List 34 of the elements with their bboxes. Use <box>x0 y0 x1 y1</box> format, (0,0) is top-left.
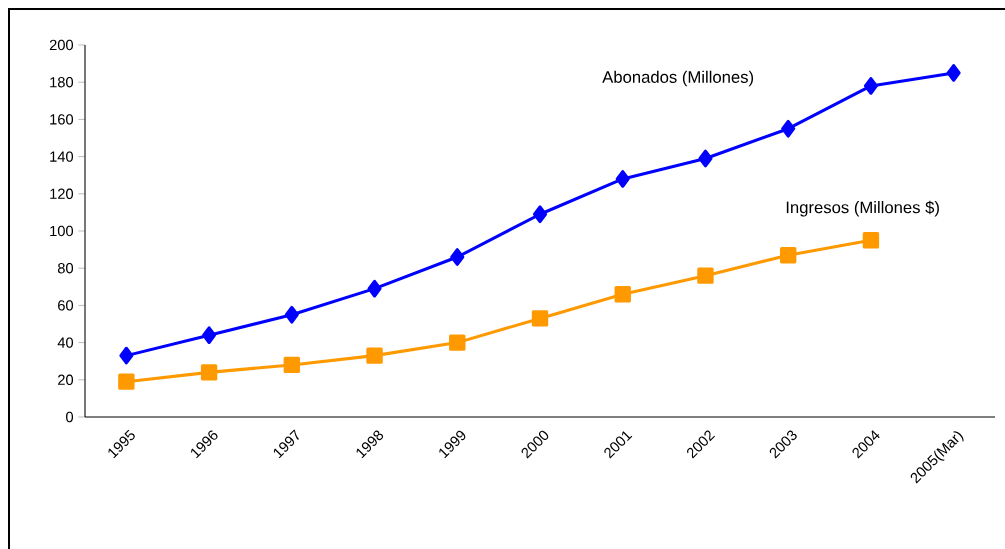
y-tick-label: 0 <box>66 411 74 423</box>
y-tick-label: 60 <box>58 300 74 311</box>
point <box>531 310 549 327</box>
point <box>118 373 135 390</box>
point <box>200 364 218 381</box>
point <box>779 246 797 264</box>
y-tick-label: 120 <box>50 188 74 199</box>
point <box>862 232 880 249</box>
point <box>698 149 713 168</box>
y-tick-label: 20 <box>58 374 74 385</box>
point <box>449 334 466 351</box>
y-tick-label: 140 <box>50 151 74 162</box>
y-tick-label: 100 <box>50 225 74 237</box>
point <box>367 279 382 298</box>
point <box>615 170 630 188</box>
point <box>450 248 465 266</box>
point <box>614 286 631 303</box>
point <box>697 267 714 284</box>
point <box>946 64 961 82</box>
y-tick-label: 200 <box>49 39 74 51</box>
point <box>863 77 878 95</box>
point <box>532 205 548 224</box>
text: Abonados (Millones) <box>602 70 754 87</box>
series-label: Ingresos (Millones $) <box>786 200 939 217</box>
point <box>119 346 134 365</box>
point <box>366 347 383 364</box>
point <box>202 326 217 345</box>
y-tick-label: 40 <box>57 337 74 348</box>
y-tick-label: 80 <box>57 263 74 274</box>
point <box>781 119 796 138</box>
y-tick-label: 180 <box>50 77 74 88</box>
point <box>284 305 299 324</box>
point <box>283 356 301 374</box>
y-tick-label: 160 <box>50 114 74 125</box>
